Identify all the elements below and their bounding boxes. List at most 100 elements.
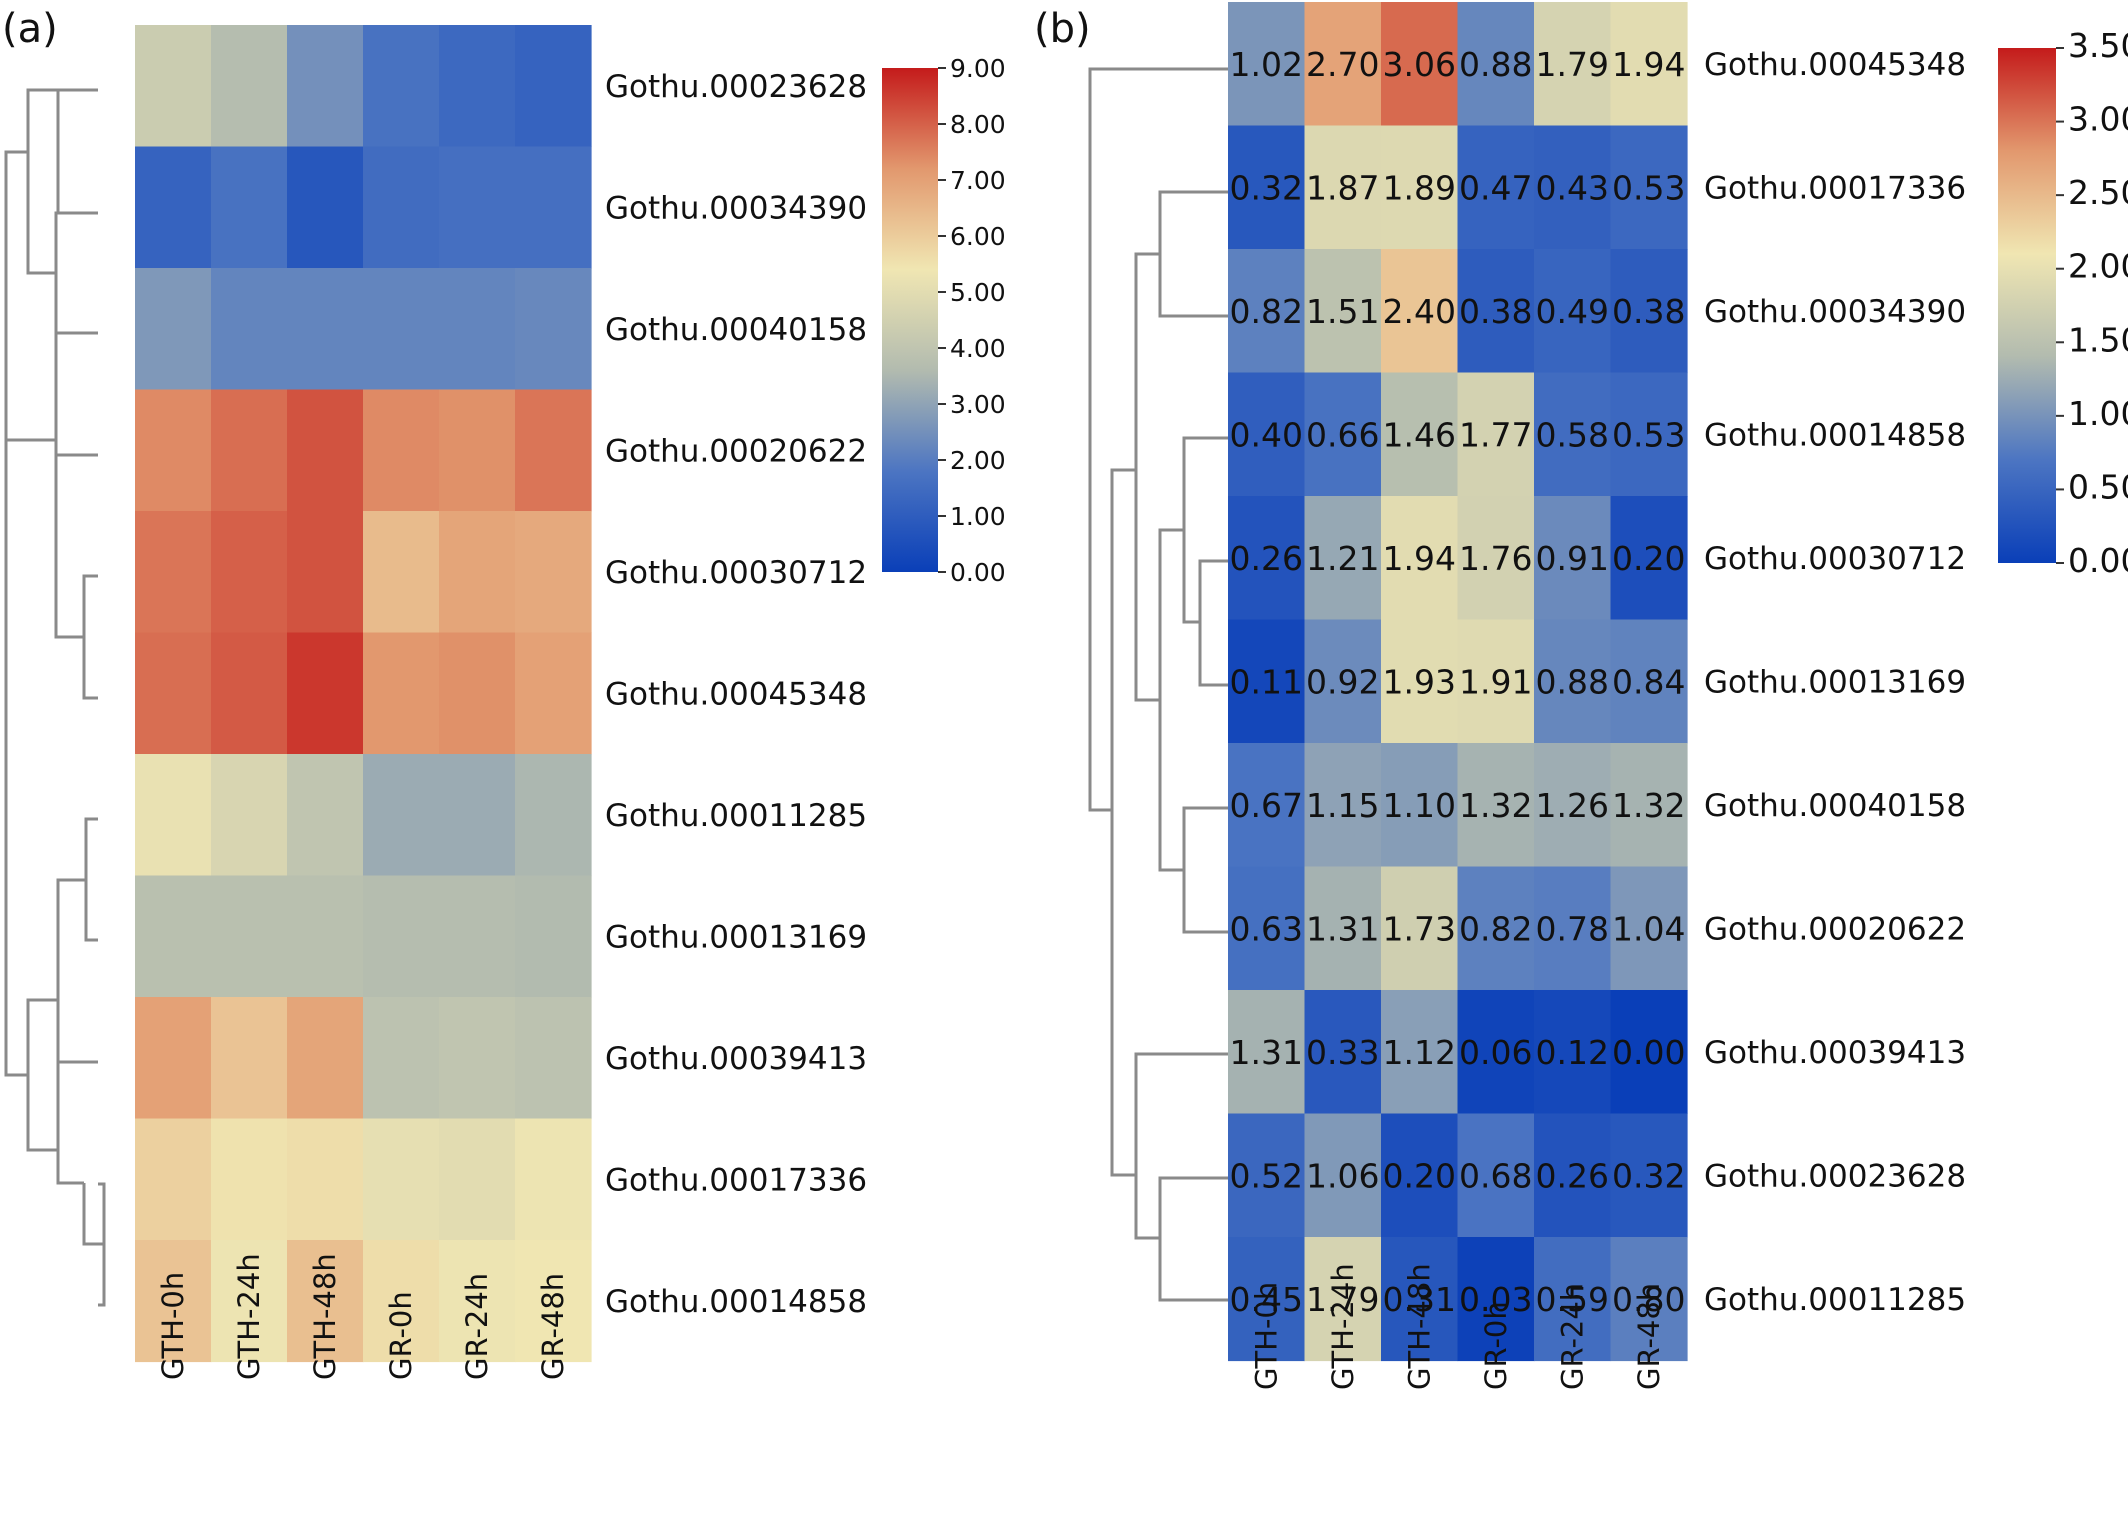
heatmap-cell [135,875,212,998]
heatmap-cell [1534,249,1612,374]
heatmap-cell [1304,1113,1382,1238]
colorbar-tick-label: 4.00 [950,334,1006,363]
heatmap-cell [1457,249,1535,374]
heatmap-cell [1381,2,1459,127]
heatmap-cell [211,511,288,634]
row-label: Gothu.00040158 [1704,788,1966,824]
dendrogram-branch [1134,1052,1228,1240]
colorbar-tick-label: 1.50 [2068,320,2128,359]
heatmap-cell [1457,496,1535,621]
heatmap-cell [1304,249,1382,374]
column-labels-b: GTH-0h GTH-24h GTH-48h GR-0h GR-24h GR-48h [1249,1263,1666,1390]
cell-value-label: 0.31 [1383,1280,1456,1319]
row-label: Gothu.00039413 [1704,1035,1966,1071]
heatmap-cell [1534,743,1612,868]
row-labels-b: Gothu.00045348 Gothu.00017336 Gothu.000343… [1704,47,1966,1318]
cell-value-label: 0.82 [1230,292,1303,331]
heatmap-cell [439,754,516,877]
row-label: Gothu.00023628 [605,69,867,105]
colorbar-tick-label: 3.00 [950,390,1006,419]
cell-value-label: 1.06 [1306,1156,1379,1195]
heatmap-cell [1228,990,1306,1115]
heatmap-cell [439,875,516,998]
heatmap-cell [1610,496,1688,621]
cell-value-label: 1.91 [1459,662,1532,701]
heatmap-cell [1534,1113,1612,1238]
cell-value-label: 1.46 [1383,415,1456,454]
heatmap-cell [439,146,516,269]
heatmap-cell [135,146,212,269]
row-dendrogram-a [4,88,106,1307]
heatmap-cell [211,146,288,269]
cell-value-label: 0.92 [1306,662,1379,701]
row-label: Gothu.00014858 [605,1284,867,1320]
cell-value-label: 0.53 [1612,415,1685,454]
heatmap-cell [1304,866,1382,991]
colorbar-gradient [1998,48,2056,563]
heatmap-cell [211,875,288,998]
cell-value-label: 0.58 [1536,415,1609,454]
heatmap-cell [1534,2,1612,127]
cell-value-label: 1.73 [1383,909,1456,948]
cell-value-label: 0.26 [1536,1156,1609,1195]
heatmap-cell [1610,1237,1688,1362]
heatmap-cell [1610,866,1688,991]
heatmap-cell [1610,619,1688,744]
heatmap-panel-a: (a) Gothu.00023628Gothu.00034390Gothu.00… [2,6,1006,1380]
colorbar-tick-label: 6.00 [950,222,1006,251]
heatmap-cell [1534,125,1612,250]
cell-value-label: 1.77 [1459,415,1532,454]
column-label: GTH-48h [308,1253,342,1380]
cell-value-label: 1.21 [1306,539,1379,578]
cell-value-label: 3.06 [1383,45,1456,84]
column-label: GR-48h [1632,1283,1666,1390]
row-label: Gothu.00045348 [605,676,867,712]
column-label: GTH-0h [156,1272,190,1380]
heatmap-cell [1610,1113,1688,1238]
cell-value-label: 1.32 [1612,786,1685,825]
heatmap-cell [1228,249,1306,374]
row-label: Gothu.00011285 [605,798,867,834]
heatmap-cell [1304,2,1382,127]
heatmap-cell [287,632,364,755]
heatmap-cell [515,1240,592,1363]
heatmap-cell [287,754,364,877]
heatmap-cell [363,146,440,269]
cell-value-label: 0.53 [1612,168,1685,207]
heatmap-cell [211,1118,288,1241]
heatmap-cell [515,511,592,634]
heatmap-cell [363,511,440,634]
cell-value-label: 1.26 [1536,786,1609,825]
heatmap-cell [515,268,592,391]
dendrogram-branch [56,88,98,215]
heatmap-cell [287,1118,364,1241]
heatmap-cell [363,632,440,755]
cell-value-label: 1.31 [1306,909,1379,948]
heatmap-cell [287,875,364,998]
heatmap-cell [1381,372,1459,497]
cell-value-label: 0.45 [1230,1280,1303,1319]
heatmap-cell [439,389,516,512]
dendrogram-branch [1198,559,1228,687]
heatmap-cell [1228,372,1306,497]
heatmap-cell [1534,496,1612,621]
cell-value-label: 0.49 [1536,292,1609,331]
cell-value-label: 1.94 [1612,45,1685,84]
heatmap-cell [211,25,288,148]
colorbar-tick-label: 1.00 [2068,394,2128,433]
heatmap-cell [439,1118,516,1241]
row-label: Gothu.00011285 [1704,1282,1966,1318]
cell-value-label: 1.02 [1230,45,1303,84]
cell-value-label: 1.51 [1306,292,1379,331]
row-label: Gothu.00030712 [605,555,867,591]
panel-label-a: (a) [2,6,58,52]
cell-value-label: 0.47 [1459,168,1532,207]
heatmap-cell [515,1118,592,1241]
cell-value-label: 1.10 [1383,786,1456,825]
column-label: GTH-24h [1326,1263,1360,1390]
heatmap-cell [515,389,592,512]
colorbar-b: 0.00 0.50 1.00 1.50 2.00 2.50 3.00 3.50 [1998,26,2128,580]
heatmap-cell [1457,619,1535,744]
heatmap-cell [1381,249,1459,374]
